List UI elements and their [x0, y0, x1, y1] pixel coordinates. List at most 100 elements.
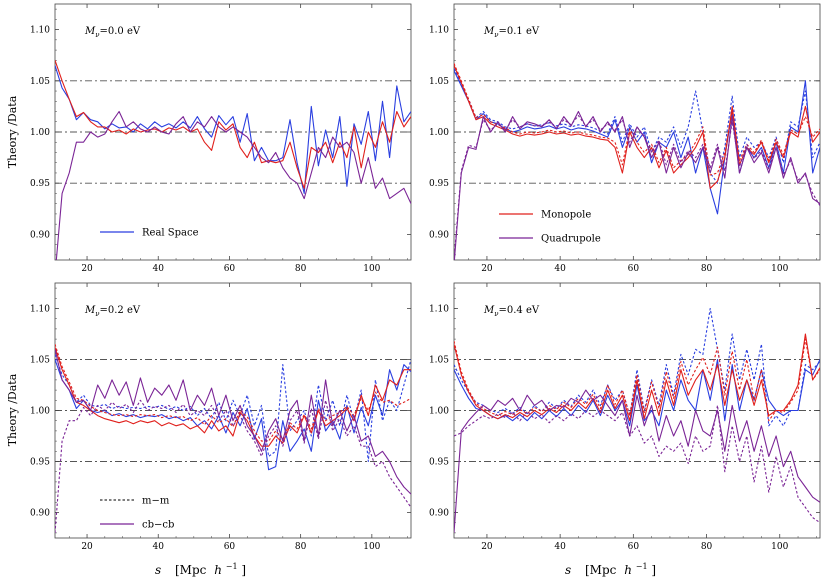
x-axis-label-h: h: [214, 563, 222, 577]
x-axis-label-close: ]: [651, 563, 656, 577]
series-line-monopole: [55, 60, 411, 189]
y-tick-label: 1.05: [429, 356, 449, 366]
x-tick-label: 20: [481, 542, 493, 552]
panel-label: Mν=0.2 eV: [84, 305, 141, 318]
y-axis-label-top: Theory /Data: [6, 95, 19, 168]
legend-label: cb−cb: [142, 520, 174, 531]
legend-label: m−m: [142, 496, 170, 507]
x-tick-label: 80: [701, 264, 713, 274]
series-line-quadrupole-cb: [454, 389, 820, 533]
panel-mnu-0.0: 0.90 0.95 1.00 1.05 1.10 20 40 60 80 100 Mν=0.0 eV…: [30, 3, 412, 274]
x-tick-label: 80: [701, 542, 713, 552]
series-line-monopole-m: [55, 344, 411, 442]
x-tick-label: 100: [363, 542, 380, 552]
y-tick-label: 1.10: [429, 305, 449, 315]
x-tick-label: 40: [153, 264, 165, 274]
x-tick-label: 40: [554, 542, 566, 552]
y-tick-label: 1.00: [30, 128, 50, 138]
panel-label-value: =0.0 eV: [100, 26, 141, 37]
series-line-quadrupole-m: [55, 399, 411, 533]
panel-label-value: =0.2 eV: [100, 305, 141, 316]
x-axis-label-h: h: [624, 563, 632, 577]
y-tick-label: 0.90: [429, 509, 449, 519]
y-tick-label: 1.10: [30, 26, 50, 36]
x-axis-label-s: s: [565, 563, 571, 577]
y-tick-label: 0.95: [429, 179, 449, 189]
panel-label-symbol: M: [84, 26, 96, 37]
panel-mnu-0.2: 0.90 0.95 1.00 1.05 1.10 20 40 60 80 100 Mν=0.2 eV…: [30, 282, 412, 552]
y-tick-label: 0.95: [30, 179, 50, 189]
y-tick-label: 1.10: [429, 26, 449, 36]
x-tick-label: 40: [554, 264, 566, 274]
x-axis-label-s: s: [155, 563, 161, 577]
series-line-real-space-m-: [454, 68, 820, 184]
panel-label-symbol: M: [483, 26, 495, 37]
y-tick-label: 1.05: [429, 77, 449, 87]
series-line-monopole: [454, 65, 820, 189]
series-group: [55, 60, 411, 260]
series-line-quadrupole-m-: [454, 115, 820, 260]
y-tick-label: 1.10: [30, 305, 50, 315]
y-tick-label: 0.95: [429, 458, 449, 468]
panel-label: Mν=0.1 eV: [483, 26, 540, 39]
panel-label-sub: ν: [95, 31, 100, 39]
x-axis-label-unit: [Mpc: [175, 563, 207, 577]
y-tick-label: 1.00: [30, 407, 50, 417]
y-axis-label-bottom: Theory /Data: [6, 373, 19, 446]
x-tick-label: 20: [81, 542, 93, 552]
series-line-quadrupole-m: [454, 404, 820, 524]
x-tick-label: 60: [224, 264, 236, 274]
series-group: [454, 307, 820, 533]
panel-mnu-0.4: 0.90 0.95 1.00 1.05 1.10 20 40 60 80 100 Mν=0.4 eV: [429, 282, 821, 552]
x-axis-label-left: s [Mpc h −1 ]: [155, 558, 246, 577]
panel-label: Mν=0.0 eV: [84, 26, 141, 39]
y-tick-label: 1.05: [30, 77, 50, 87]
y-tick-label: 0.90: [30, 230, 50, 240]
y-tick-label: 1.00: [429, 128, 449, 138]
series-line-real-space-cb: [454, 358, 820, 427]
x-tick-label: 80: [295, 264, 307, 274]
y-tick-label: 0.90: [30, 509, 50, 519]
series-line-quadrupole-cb: [55, 349, 411, 495]
y-tick-label: 0.95: [30, 458, 50, 468]
series-line-monopole-cb: [55, 347, 411, 447]
x-tick-label: 100: [363, 264, 380, 274]
legend-label: Real Space: [142, 228, 199, 239]
x-tick-label: 60: [628, 542, 640, 552]
panel-label-sub: ν: [95, 310, 100, 318]
series-line-quadrupole: [55, 110, 411, 260]
y-tick-label: 1.05: [30, 356, 50, 366]
legend-label: Monopole: [541, 210, 591, 221]
x-axis-label-exp: −1: [226, 562, 238, 571]
panel-label-symbol: M: [84, 305, 96, 316]
y-tick-label: 1.00: [429, 407, 449, 417]
series-line-real-space-m: [454, 307, 820, 427]
x-axis-label-right: s [Mpc h −1 ]: [565, 558, 656, 577]
panel-label-symbol: M: [483, 305, 495, 316]
series-line-real-space: [55, 65, 411, 194]
panel-label-value: =0.4 eV: [499, 305, 540, 316]
series-line-real-space-cb-: [454, 70, 820, 215]
x-tick-label: 20: [481, 264, 493, 274]
panel-mnu-0.1: 0.90 0.95 1.00 1.05 1.10 20 40 60 80 100 Mν=0.1 eV…: [429, 3, 821, 274]
x-axis-label-unit: [Mpc: [585, 563, 617, 577]
x-axis-label-exp: −1: [636, 562, 648, 571]
y-tick-label: 0.90: [429, 230, 449, 240]
panel-label-sub: ν: [494, 310, 499, 318]
panel-label: Mν=0.4 eV: [483, 305, 540, 318]
series-group: [55, 344, 411, 533]
series-group: [454, 63, 820, 260]
series-line-quadrupole: [454, 110, 820, 260]
series-line-monopole-m-: [454, 63, 820, 176]
panel-label-sub: ν: [494, 31, 499, 39]
x-tick-label: 60: [628, 264, 640, 274]
x-tick-label: 20: [81, 264, 93, 274]
x-tick-label: 100: [771, 264, 788, 274]
x-tick-label: 80: [295, 542, 307, 552]
x-tick-label: 60: [224, 542, 236, 552]
x-axis-label-close: ]: [241, 563, 246, 577]
legend-label: Quadrupole: [541, 234, 601, 245]
panel-label-value: =0.1 eV: [499, 26, 540, 37]
x-tick-label: 100: [771, 542, 788, 552]
